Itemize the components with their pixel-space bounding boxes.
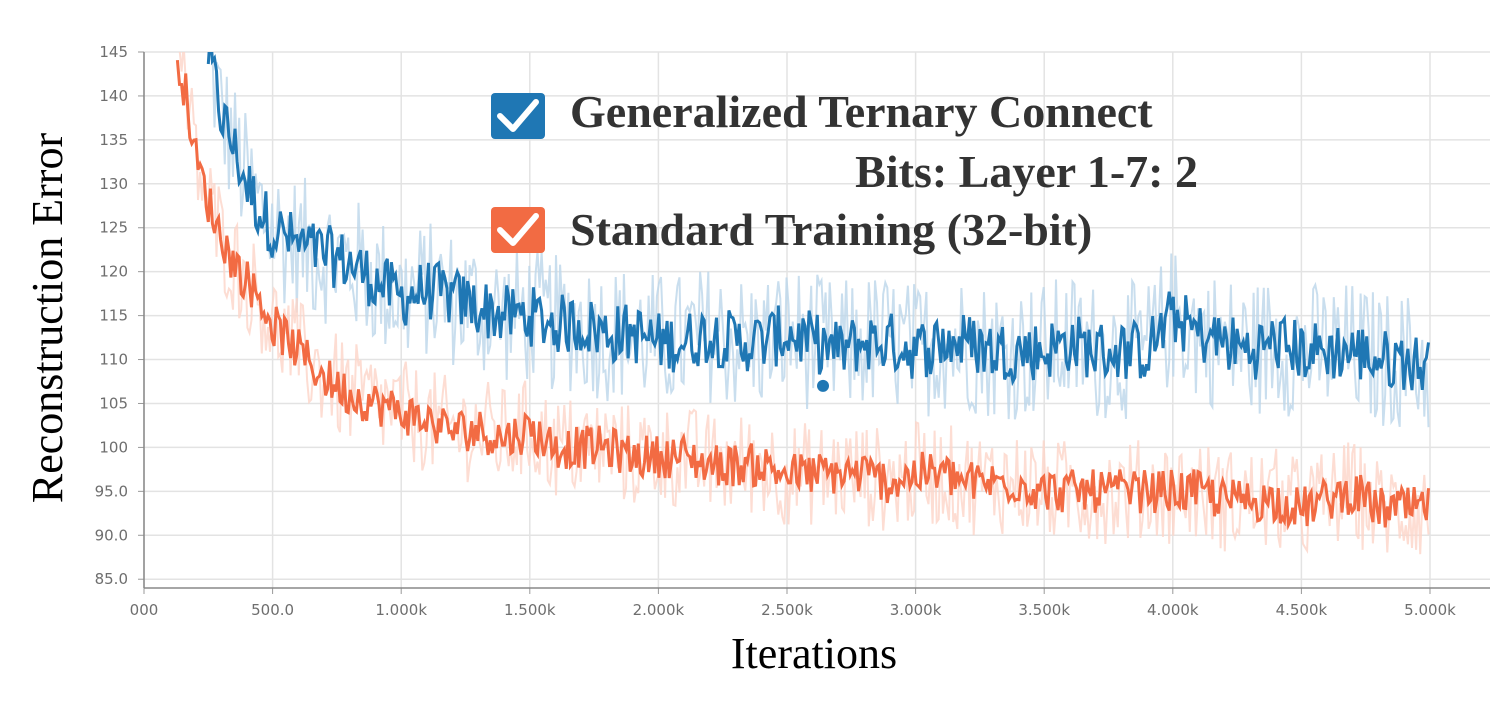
x-tick-label: 1.000k [375, 601, 427, 619]
x-tick-label: 2.000k [633, 601, 685, 619]
legend-label-ternary-bits: Bits: Layer 1-7: 2 [855, 146, 1198, 197]
check-icon [497, 99, 539, 132]
y-tick-label: 140 [99, 87, 128, 105]
x-tick-label: 1.500k [504, 601, 556, 619]
y-tick-label: 100 [99, 438, 128, 456]
y-tick-label: 85.0 [95, 570, 128, 588]
x-tick-label: 3.500k [1018, 601, 1070, 619]
x-tick-label: 5.000k [1404, 601, 1456, 619]
x-axis-title: Iterations [731, 629, 897, 678]
y-tick-label: 90.0 [95, 526, 128, 544]
y-tick-label: 105 [99, 394, 128, 412]
series-smoothed-line [175, 59, 1430, 531]
y-tick-label: 115 [99, 307, 128, 325]
y-tick-label: 95.0 [95, 482, 128, 500]
x-tick-label: 500.0 [251, 601, 294, 619]
y-tick-label: 130 [99, 175, 128, 193]
series-raw-line [211, 52, 1430, 428]
y-tick-label: 145 [99, 43, 128, 61]
y-tick-label: 125 [99, 219, 128, 237]
series-smoothed-line [206, 52, 1430, 391]
series-ternary [206, 52, 1430, 428]
y-tick-label: 135 [99, 131, 128, 149]
legend: Generalized Ternary Connect Bits: Layer … [491, 86, 1198, 255]
x-tick-label: 4.500k [1276, 601, 1328, 619]
legend-entry-ternary[interactable]: Generalized Ternary Connect Bits: Layer … [491, 86, 1198, 197]
x-tick-label: 4.000k [1147, 601, 1199, 619]
x-tick-label: 2.500k [761, 601, 813, 619]
series-layer [175, 52, 1430, 555]
check-icon [497, 213, 539, 246]
y-tick-label: 110 [99, 351, 128, 369]
legend-entry-standard[interactable]: Standard Training (32-bit) [491, 204, 1092, 255]
y-axis-title: Reconstruction Error [23, 133, 72, 504]
series-highlight-point[interactable] [817, 379, 830, 392]
y-tick-label: 120 [99, 263, 128, 281]
x-tick-label: 3.000k [890, 601, 942, 619]
x-tick-label: 000 [130, 601, 159, 619]
legend-label-ternary: Generalized Ternary Connect [570, 86, 1153, 137]
series-standard [175, 52, 1430, 555]
axes: 85.0 90.0 95.0 100 105 110 115 120 125 130 135 140 1… [95, 43, 1490, 619]
legend-label-standard: Standard Training (32-bit) [570, 204, 1092, 255]
